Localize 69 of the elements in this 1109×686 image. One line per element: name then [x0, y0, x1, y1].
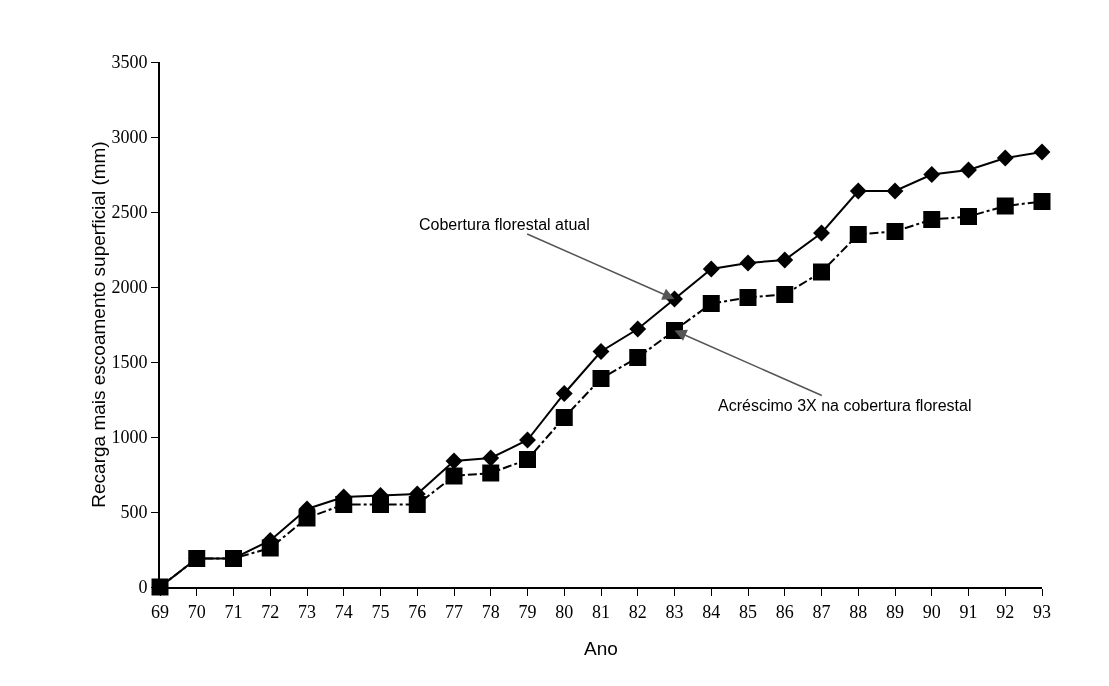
x-tick-label: 74 — [334, 601, 353, 622]
x-tick-label: 81 — [592, 601, 610, 622]
x-tick-label: 72 — [261, 601, 280, 622]
x-tick-label: 79 — [518, 601, 537, 622]
point — [592, 343, 610, 360]
x-tick-label: 83 — [665, 601, 684, 622]
x-tick-label: 93 — [1033, 601, 1051, 622]
point — [702, 295, 720, 312]
point — [813, 263, 830, 281]
point — [592, 370, 610, 387]
x-tick-label: 90 — [922, 601, 941, 622]
y-axis-title: Recarga mais escoamento superficial (mm) — [88, 141, 110, 508]
x-tick-label: 69 — [151, 601, 169, 622]
x-tick-label: 92 — [996, 601, 1015, 622]
point — [849, 226, 867, 243]
point — [555, 409, 573, 426]
point — [923, 211, 941, 228]
point — [519, 431, 536, 449]
x-tick-label: 86 — [775, 601, 794, 622]
point — [445, 467, 463, 485]
point — [776, 251, 794, 269]
x-tick-label: 87 — [812, 601, 831, 622]
x-tick-label: 75 — [371, 601, 390, 622]
x-tick-label: 76 — [408, 601, 427, 622]
point — [923, 166, 941, 183]
point — [629, 349, 647, 366]
y-tick-label: 3000 — [111, 127, 148, 148]
y-tick-label: 0 — [138, 577, 148, 598]
point — [739, 289, 757, 306]
y-tick-label: 3500 — [111, 52, 148, 73]
x-tick-label: 77 — [445, 601, 463, 622]
annotation: Acréscimo 3X na cobertura florestal — [718, 397, 972, 414]
x-tick-label: 85 — [739, 601, 757, 622]
point — [960, 208, 977, 225]
x-tick-label: 84 — [702, 601, 721, 622]
x-tick-label: 73 — [298, 601, 316, 622]
y-tick-label: 2000 — [111, 277, 148, 298]
point — [445, 452, 463, 470]
point — [739, 254, 757, 272]
y-tick-label: 500 — [120, 502, 148, 523]
point — [555, 385, 573, 402]
annotation: Cobertura florestal atual — [419, 216, 590, 233]
point — [849, 182, 867, 200]
y-tick-label: 1000 — [111, 427, 148, 448]
point — [1033, 193, 1051, 210]
x-tick-label: 88 — [849, 601, 868, 622]
x-tick-label: 70 — [187, 601, 206, 622]
y-tick-label: 1500 — [111, 352, 148, 373]
point — [629, 320, 647, 338]
x-tick-label: 71 — [224, 601, 243, 622]
point — [813, 224, 830, 242]
x-tick-label: 91 — [959, 601, 978, 622]
point — [996, 197, 1014, 215]
point — [776, 286, 794, 303]
x-tick-label: 89 — [886, 601, 904, 622]
x-tick-label: 82 — [628, 601, 647, 622]
point — [886, 182, 904, 200]
x-axis-title: Ano — [584, 638, 618, 659]
point — [996, 149, 1014, 167]
point — [1033, 143, 1051, 161]
y-tick-label: 2500 — [111, 202, 148, 223]
point — [702, 260, 720, 278]
point — [886, 223, 904, 240]
x-tick-label: 80 — [555, 601, 574, 622]
point — [482, 464, 500, 482]
point — [960, 161, 977, 179]
point — [519, 451, 536, 468]
point — [482, 449, 500, 467]
x-tick-label: 78 — [481, 601, 500, 622]
